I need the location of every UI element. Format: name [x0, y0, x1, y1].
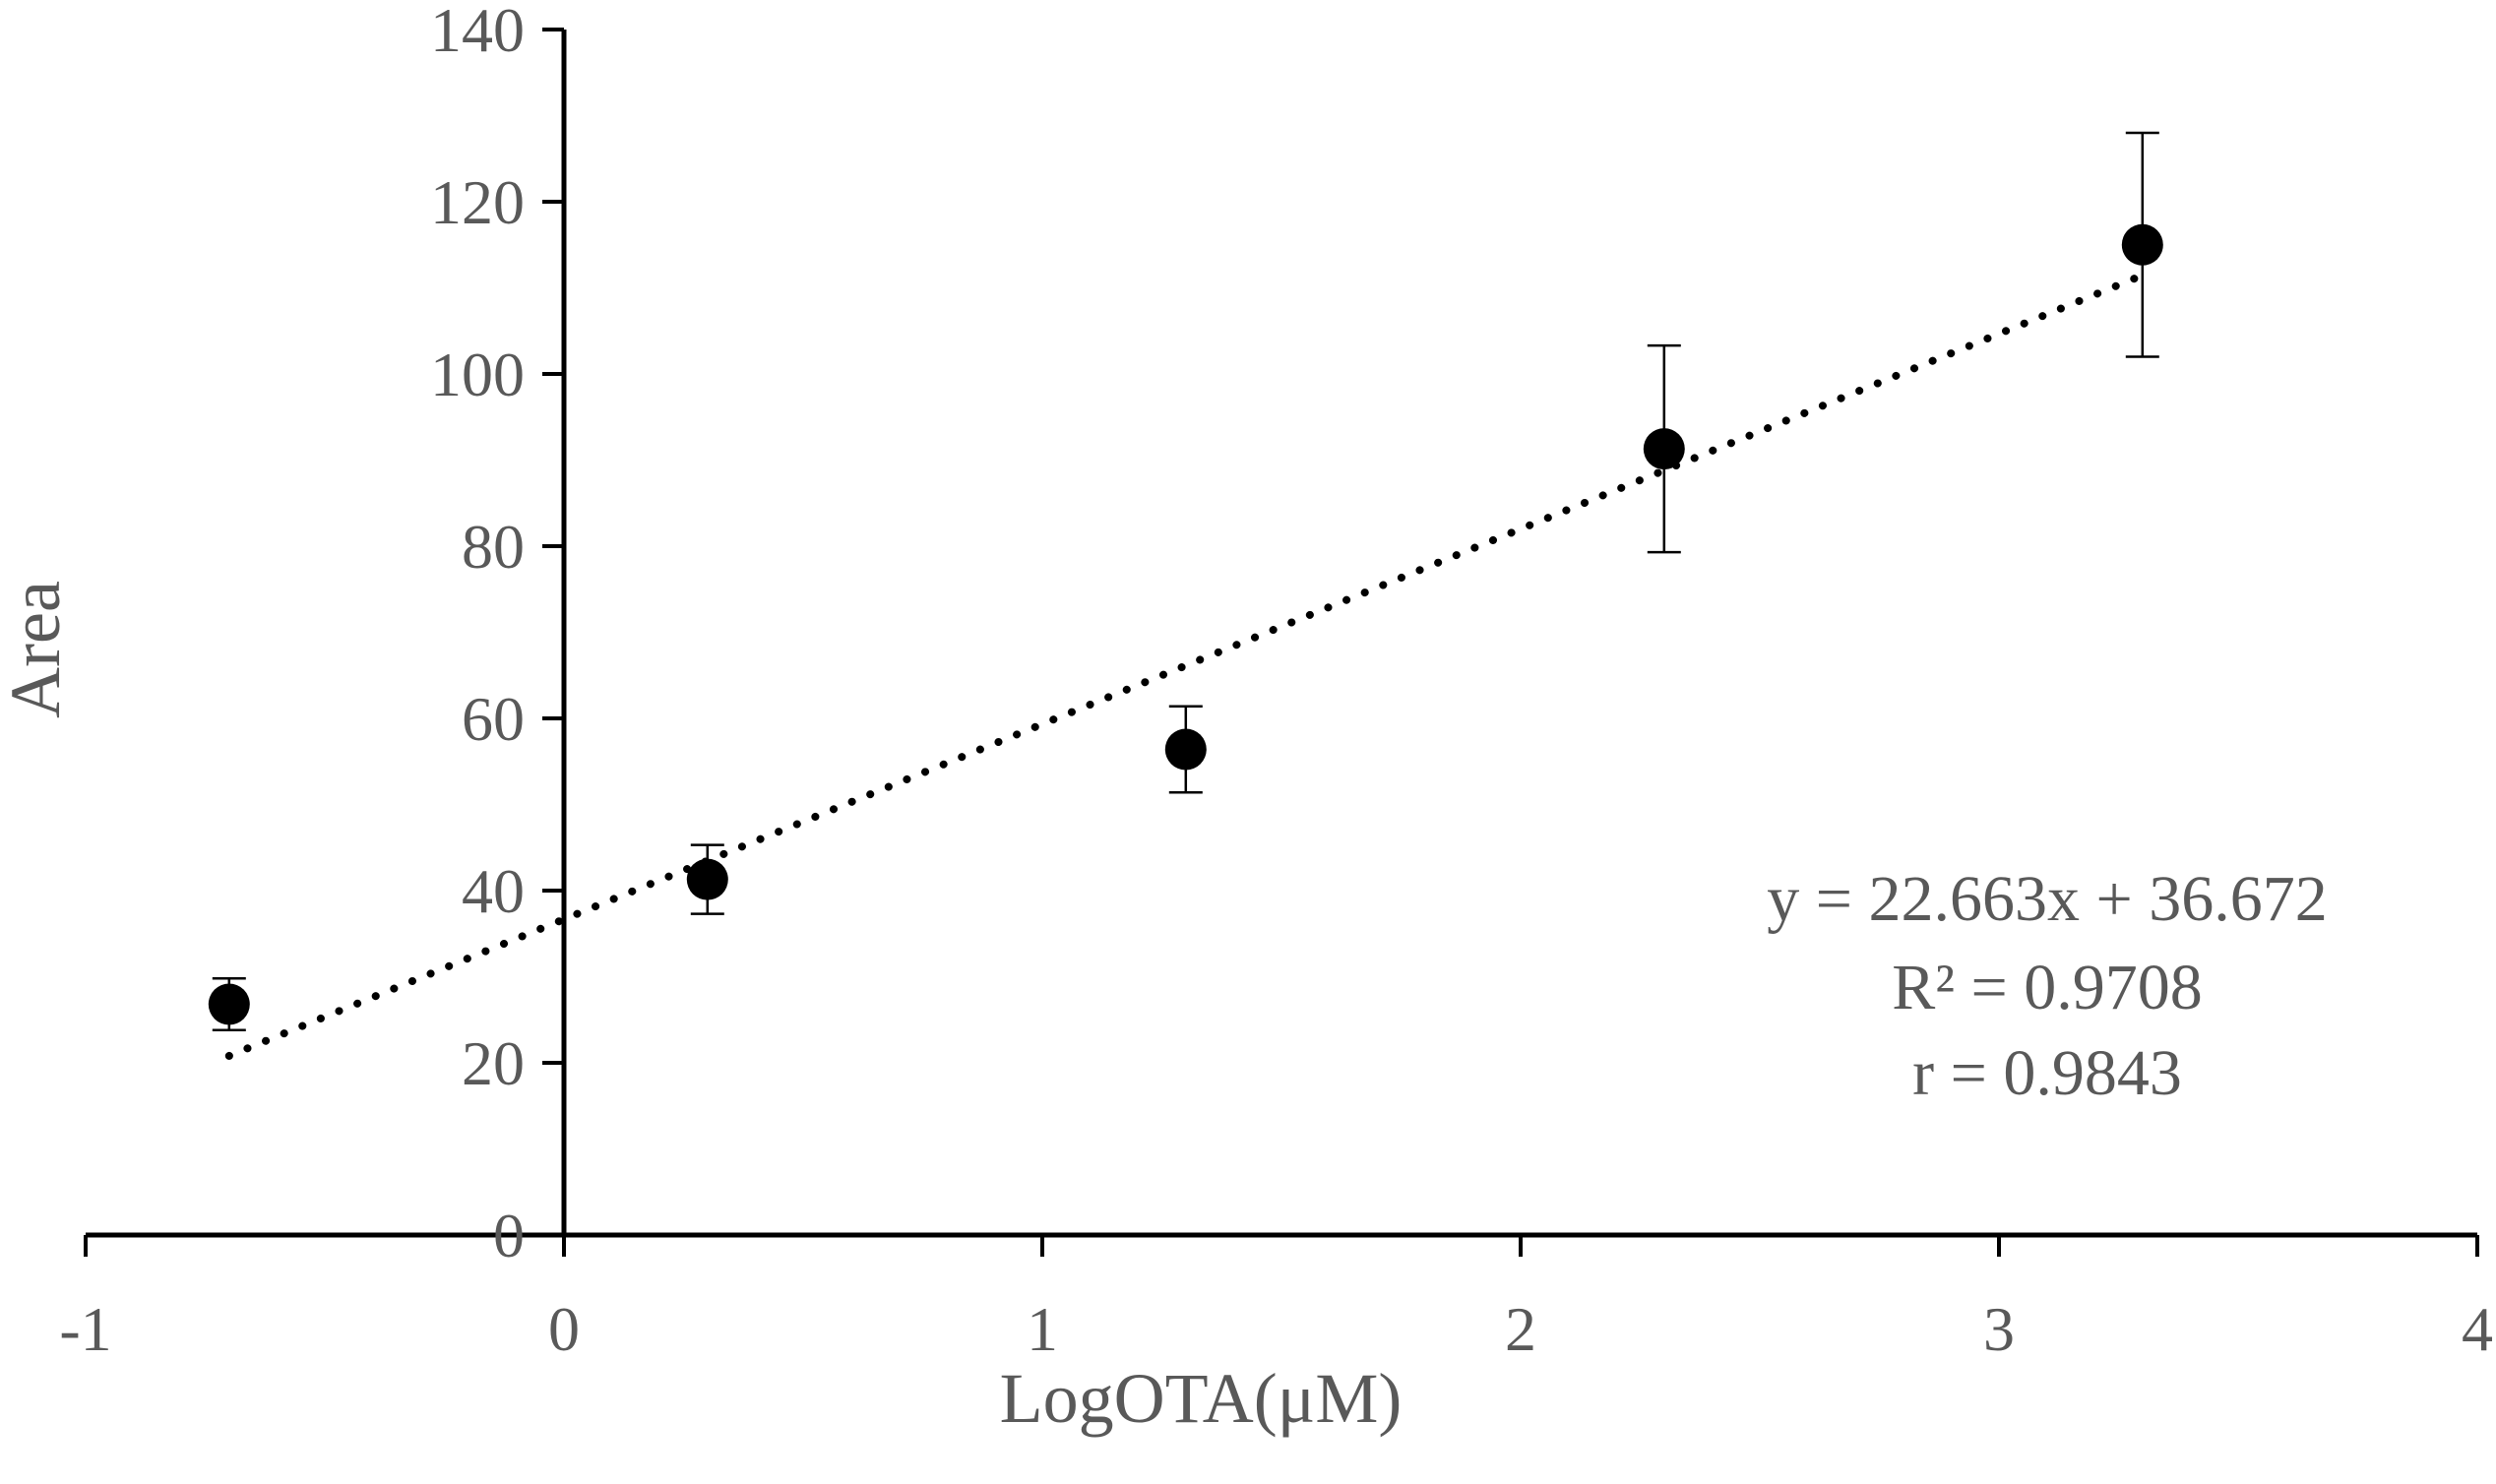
x-tick-label: -1 [59, 1294, 111, 1364]
trendline-layer [224, 271, 2147, 1060]
y-tick-label: 60 [462, 684, 525, 754]
x-tick-label: 3 [1983, 1294, 2015, 1364]
y-tick-label: 100 [430, 340, 525, 409]
y-tick-label: 120 [430, 167, 525, 237]
data-point [686, 858, 728, 900]
r-squared-annotation: R² = 0.9708 [1892, 952, 2203, 1023]
y-tick-label: 40 [462, 856, 525, 926]
x-tick-label: 1 [1027, 1294, 1058, 1364]
equation-annotation: y = 22.663x + 36.672 [1767, 863, 2327, 935]
y-tick-label: 20 [462, 1028, 525, 1098]
x-tick-label: 4 [2462, 1294, 2493, 1364]
x-tick-label: 2 [1505, 1294, 1536, 1364]
data-point [1164, 728, 1207, 771]
data-points [208, 131, 2163, 1031]
y-tick-label: 80 [462, 512, 525, 582]
x-tick-label: 0 [548, 1294, 580, 1364]
r-annotation: r = 0.9843 [1912, 1037, 2182, 1109]
y-axis-title: Area [0, 581, 75, 718]
data-point [2121, 223, 2163, 266]
y-tick-label: 0 [493, 1201, 525, 1270]
y-tick-label: 140 [430, 0, 525, 65]
axes [84, 28, 2479, 1257]
x-axis-title: LogOTA(μM) [1000, 1359, 1403, 1438]
data-point [208, 983, 250, 1025]
trendline [224, 271, 2147, 1060]
data-point [1643, 428, 1685, 470]
